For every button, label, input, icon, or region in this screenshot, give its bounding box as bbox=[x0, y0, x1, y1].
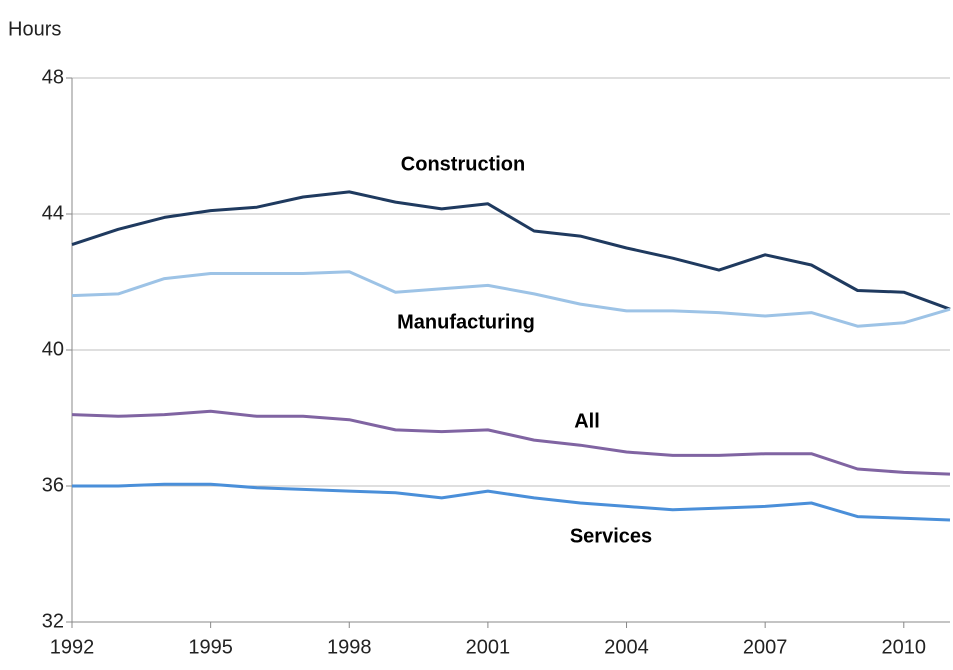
y-tick-label: 32 bbox=[42, 610, 64, 632]
y-tick-label: 40 bbox=[42, 338, 64, 360]
x-tick-label: 2001 bbox=[466, 636, 511, 658]
y-tick-label: 36 bbox=[42, 474, 64, 496]
series-label: Construction bbox=[401, 153, 525, 175]
series-line bbox=[71, 270, 951, 328]
x-tick-label: 2004 bbox=[604, 636, 649, 658]
series-label: Services bbox=[570, 525, 652, 547]
x-tick-label: 1995 bbox=[188, 636, 233, 658]
x-tick-label: 2007 bbox=[743, 636, 788, 658]
x-tick-label: 1992 bbox=[50, 636, 95, 658]
series-line bbox=[71, 409, 951, 476]
y-axis-label: Hours bbox=[8, 18, 61, 40]
x-tick-label: 2010 bbox=[882, 636, 927, 658]
x-tick-label: 1998 bbox=[327, 636, 372, 658]
series-line bbox=[72, 482, 951, 522]
y-tick-label: 48 bbox=[42, 66, 64, 88]
series-label: Manufacturing bbox=[397, 311, 535, 333]
series-label: All bbox=[574, 410, 600, 432]
y-tick-label: 44 bbox=[42, 202, 64, 224]
series-line bbox=[71, 190, 951, 311]
